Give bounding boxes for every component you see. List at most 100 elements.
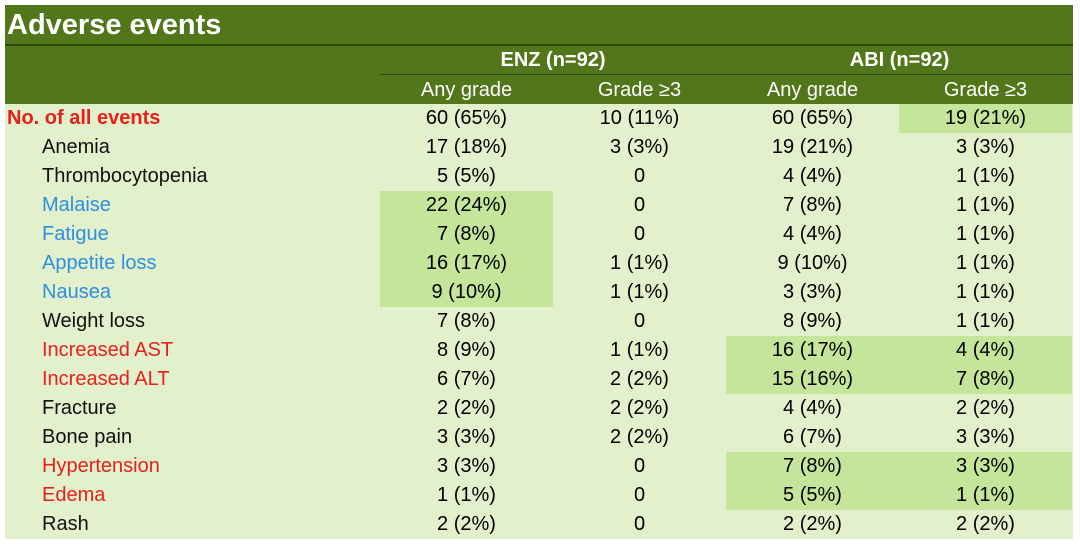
table-cell: 10 (11%)	[599, 107, 680, 129]
row-label: Weight loss	[42, 310, 146, 332]
table-cell: 1 (1%)	[610, 252, 669, 274]
row-label: Increased ALT	[42, 368, 170, 390]
row-label: Bone pain	[42, 426, 133, 448]
table-cell: 15 (16%)	[726, 365, 899, 394]
table-row: Bone pain 3 (3%) 2 (2%) 6 (7%) 3 (3%)	[5, 423, 1073, 452]
subheader-enz-grade3: Grade ≥3	[597, 79, 682, 101]
table-cell: 2 (2%)	[956, 513, 1015, 535]
table-row: Nausea 9 (10%) 1 (1%) 3 (3%) 1 (1%)	[5, 278, 1073, 307]
table-row: Increased ALT 6 (7%) 2 (2%) 15 (16%) 7 (8%)	[5, 365, 1073, 394]
table-cell: 6 (7%)	[437, 368, 496, 390]
row-label: Fatigue	[42, 223, 109, 245]
table-row: Hypertension 3 (3%) 0 7 (8%) 3 (3%)	[5, 452, 1073, 481]
table-cell: 0	[633, 455, 646, 477]
row-label: Hypertension	[42, 455, 160, 477]
row-label: Increased AST	[42, 339, 174, 361]
table-cell: 4 (4%)	[783, 223, 842, 245]
table-cell: 1 (1%)	[956, 281, 1015, 303]
table-cell: 4 (4%)	[783, 165, 842, 187]
table-cell: 3 (3%)	[956, 136, 1015, 158]
table-row: Appetite loss 16 (17%) 1 (1%) 9 (10%) 1 (1%)	[5, 249, 1073, 278]
table-cell: 7 (8%)	[380, 220, 553, 249]
table-cell: 1 (1%)	[956, 223, 1015, 245]
table-cell: 3 (3%)	[437, 455, 496, 477]
table-title: Adverse events	[5, 5, 1073, 46]
table-row: Weight loss 7 (8%) 0 8 (9%) 1 (1%)	[5, 307, 1073, 336]
table-cell: 0	[633, 223, 646, 245]
table-row: Fatigue 7 (8%) 0 4 (4%) 1 (1%)	[5, 220, 1073, 249]
table-row: Rash 2 (2%) 0 2 (2%) 2 (2%)	[5, 510, 1073, 539]
row-label: Fracture	[42, 397, 117, 419]
table-cell: 3 (3%)	[956, 426, 1015, 448]
table-cell: 0	[633, 165, 646, 187]
table-cell: 16 (17%)	[380, 249, 553, 278]
row-label: No. of all events	[7, 107, 161, 129]
table-cell: 2 (2%)	[783, 513, 842, 535]
table-cell: 9 (10%)	[380, 278, 553, 307]
table-cell: 5 (5%)	[437, 165, 496, 187]
table-cell: 2 (2%)	[610, 368, 669, 390]
row-label: Thrombocytopenia	[42, 165, 208, 187]
table-cell: 2 (2%)	[437, 397, 496, 419]
table-row: Malaise 22 (24%) 0 7 (8%) 1 (1%)	[5, 191, 1073, 220]
table-cell: 1 (1%)	[956, 310, 1015, 332]
table-cell: 8 (9%)	[437, 339, 496, 361]
table-cell: 4 (4%)	[899, 336, 1072, 365]
table-row: Increased AST 8 (9%) 1 (1%) 16 (17%) 4 (4%)	[5, 336, 1073, 365]
table-cell: 19 (21%)	[771, 136, 854, 158]
table-cell: 1 (1%)	[437, 484, 496, 506]
table-cell: 60 (65%)	[771, 107, 854, 129]
table-header: ENZ (n=92) ABI (n=92) Any grade Grade ≥3…	[5, 46, 1073, 104]
table-row: Edema 1 (1%) 0 5 (5%) 1 (1%)	[5, 481, 1073, 510]
table-cell: 7 (8%)	[783, 194, 842, 216]
row-label: Rash	[42, 513, 89, 535]
table-cell: 9 (10%)	[777, 252, 848, 274]
row-label: Nausea	[42, 281, 111, 303]
table-cell: 5 (5%)	[726, 481, 899, 510]
table-cell: 1 (1%)	[956, 252, 1015, 274]
table-cell: 2 (2%)	[610, 397, 669, 419]
row-label: Appetite loss	[42, 252, 157, 274]
table-cell: 1 (1%)	[956, 165, 1015, 187]
table-cell: 3 (3%)	[437, 426, 496, 448]
table-cell: 0	[633, 484, 646, 506]
table-cell: 7 (8%)	[726, 452, 899, 481]
table-cell: 1 (1%)	[610, 281, 669, 303]
table-cell: 0	[633, 310, 646, 332]
subheader-abi-any: Any grade	[766, 79, 859, 101]
table-cell: 0	[633, 513, 646, 535]
table-cell: 2 (2%)	[956, 397, 1015, 419]
row-label: Edema	[42, 484, 106, 506]
table-row: Anemia 17 (18%) 3 (3%) 19 (21%) 3 (3%)	[5, 133, 1073, 162]
table-cell: 60 (65%)	[425, 107, 508, 129]
table-cell: 4 (4%)	[783, 397, 842, 419]
table-cell: 1 (1%)	[610, 339, 669, 361]
row-label: Anemia	[42, 136, 110, 158]
table-cell: 1 (1%)	[899, 481, 1072, 510]
table-row: Thrombocytopenia 5 (5%) 0 4 (4%) 1 (1%)	[5, 162, 1073, 191]
group-header-enz: ENZ (n=92)	[380, 46, 726, 75]
table-cell: 3 (3%)	[783, 281, 842, 303]
table-row: Fracture 2 (2%) 2 (2%) 4 (4%) 2 (2%)	[5, 394, 1073, 423]
table-cell: 3 (3%)	[610, 136, 669, 158]
table-cell: 6 (7%)	[783, 426, 842, 448]
table-cell: 7 (8%)	[899, 365, 1072, 394]
table-cell: 3 (3%)	[899, 452, 1072, 481]
adverse-events-table: Adverse events ENZ (n=92) ABI (n=92) Any…	[5, 5, 1073, 539]
table-cell: 0	[633, 194, 646, 216]
row-label: Malaise	[42, 194, 111, 216]
subheader-abi-grade3: Grade ≥3	[943, 79, 1028, 101]
table-cell: 7 (8%)	[437, 310, 496, 332]
table-body: No. of all events 60 (65%) 10 (11%) 60 (65%…	[5, 104, 1073, 539]
table-cell: 2 (2%)	[610, 426, 669, 448]
table-cell: 19 (21%)	[899, 104, 1072, 133]
table-cell: 16 (17%)	[726, 336, 899, 365]
table-cell: 17 (18%)	[425, 136, 508, 158]
table-cell: 22 (24%)	[380, 191, 553, 220]
table-cell: 1 (1%)	[956, 194, 1015, 216]
subheader-enz-any: Any grade	[420, 79, 513, 101]
table-cell: 2 (2%)	[437, 513, 496, 535]
group-header-abi: ABI (n=92)	[726, 46, 1073, 75]
table-row: No. of all events 60 (65%) 10 (11%) 60 (65%…	[5, 104, 1073, 133]
table-cell: 8 (9%)	[783, 310, 842, 332]
